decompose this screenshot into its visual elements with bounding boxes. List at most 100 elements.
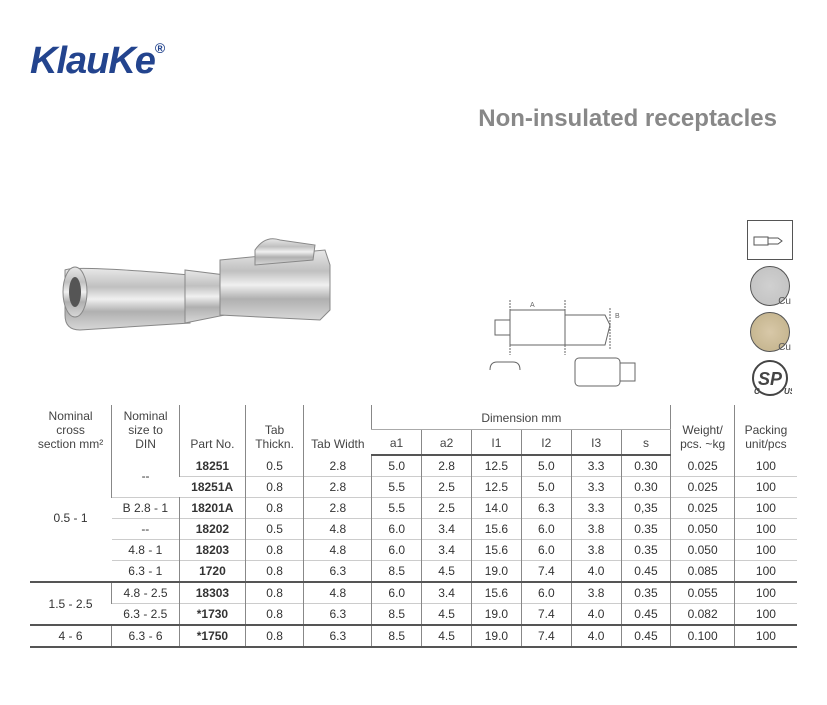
cell-din: 6.3 - 1 [112,561,180,583]
cell-thk: 0.8 [245,561,304,583]
cell-s: 0.45 [621,561,671,583]
cell-width: 4.8 [304,519,372,540]
cell-l3: 4.0 [571,625,621,647]
certification-icons: Cu Cu SP C US [747,220,795,404]
cell-s: 0.45 [621,625,671,647]
cell-part-no: 18203 [180,540,246,561]
cell-a2: 4.5 [422,604,472,626]
brand-name: KlauKe [30,40,155,82]
cell-l2: 6.0 [521,519,571,540]
csa-cert-icon: SP C US [747,358,793,398]
cell-l2: 6.0 [521,582,571,604]
cell-l2: 5.0 [521,477,571,498]
cell-cross: 4 - 6 [30,625,112,647]
cell-l2: 7.4 [521,625,571,647]
svg-text:C: C [754,387,760,396]
svg-text:B: B [615,313,620,320]
cell-l1: 12.5 [472,455,522,477]
cell-s: 0.45 [621,604,671,626]
cell-thk: 0.8 [245,604,304,626]
cell-l3: 3.3 [571,498,621,519]
col-weight: Weight/ pcs. ~kg [671,405,734,455]
table-row: 6.3 - 117200.86.38.54.519.07.44.00.450.0… [30,561,797,583]
cell-l1: 19.0 [472,561,522,583]
cell-width: 6.3 [304,625,372,647]
cell-l3: 3.8 [571,582,621,604]
cell-a1: 8.5 [372,561,422,583]
table-row: 6.3 - 2.5*17300.86.38.54.519.07.44.00.45… [30,604,797,626]
cell-width: 4.8 [304,540,372,561]
cell-din: B 2.8 - 1 [112,498,180,519]
cell-din: -- [112,519,180,540]
cu-label: Cu [778,342,791,353]
cell-a2: 3.4 [422,519,472,540]
cell-a2: 2.8 [422,455,472,477]
cell-weight: 0.050 [671,519,734,540]
cell-l1: 15.6 [472,582,522,604]
cell-thk: 0.8 [245,540,304,561]
cell-width: 2.8 [304,477,372,498]
col-a1: a1 [372,429,422,455]
cell-din: 6.3 - 6 [112,625,180,647]
col-l1: I1 [472,429,522,455]
cell-l3: 4.0 [571,561,621,583]
svg-text:SP: SP [758,369,783,389]
cell-a2: 3.4 [422,582,472,604]
cell-packing: 100 [734,498,797,519]
cell-weight: 0.025 [671,498,734,519]
cell-weight: 0.055 [671,582,734,604]
cell-packing: 100 [734,477,797,498]
cell-l1: 15.6 [472,540,522,561]
cell-din: 6.3 - 2.5 [112,604,180,626]
cell-l3: 3.3 [571,455,621,477]
cell-cross: 1.5 - 2.5 [30,582,112,625]
cell-weight: 0.025 [671,455,734,477]
table-body: 0.5 - 1--182510.52.85.02.812.55.03.30.30… [30,455,797,647]
cell-l1: 19.0 [472,604,522,626]
cell-s: 0.35 [621,519,671,540]
cell-cross: 0.5 - 1 [30,455,112,582]
cell-weight: 0.085 [671,561,734,583]
cell-part-no: 18303 [180,582,246,604]
cell-a1: 6.0 [372,540,422,561]
cell-thk: 0.5 [245,519,304,540]
cell-l2: 5.0 [521,455,571,477]
cell-l3: 4.0 [571,604,621,626]
page-title: Non-insulated receptacles [478,105,777,133]
col-a2: a2 [422,429,472,455]
cell-din: 4.8 - 2.5 [112,582,180,604]
cell-width: 6.3 [304,604,372,626]
cell-width: 4.8 [304,582,372,604]
cell-din: 4.8 - 1 [112,540,180,561]
cell-l3: 3.8 [571,540,621,561]
cell-a1: 5.0 [372,455,422,477]
cell-packing: 100 [734,519,797,540]
cu-label: Cu [778,296,791,307]
cell-l2: 6.0 [521,540,571,561]
cell-part-no: 18251 [180,455,246,477]
col-l3: I3 [571,429,621,455]
col-dimension: Dimension mm [372,405,671,429]
cell-weight: 0.082 [671,604,734,626]
cell-packing: 100 [734,561,797,583]
cell-a1: 8.5 [372,625,422,647]
cell-thk: 0.8 [245,625,304,647]
connector-type-icon [747,220,793,260]
cell-l2: 6.3 [521,498,571,519]
table-row: 0.5 - 1--182510.52.85.02.812.55.03.30.30… [30,455,797,477]
cell-packing: 100 [734,604,797,626]
cell-thk: 0.5 [245,455,304,477]
col-nominal-din: Nominal size to DIN [112,405,180,455]
cell-a1: 6.0 [372,582,422,604]
table-row: 4.8 - 1182030.84.86.03.415.66.03.80.350.… [30,540,797,561]
cell-packing: 100 [734,540,797,561]
cell-part-no: 18251A [180,477,246,498]
cell-s: 0.35 [621,540,671,561]
cell-weight: 0.050 [671,540,734,561]
table-row: --182020.54.86.03.415.66.03.80.350.05010… [30,519,797,540]
cell-s: 0,35 [621,498,671,519]
cu-material-icon-1: Cu [750,266,790,306]
col-packing: Packing unit/pcs [734,405,797,455]
table-row: 1.5 - 2.54.8 - 2.5183030.84.86.03.415.66… [30,582,797,604]
cell-packing: 100 [734,625,797,647]
